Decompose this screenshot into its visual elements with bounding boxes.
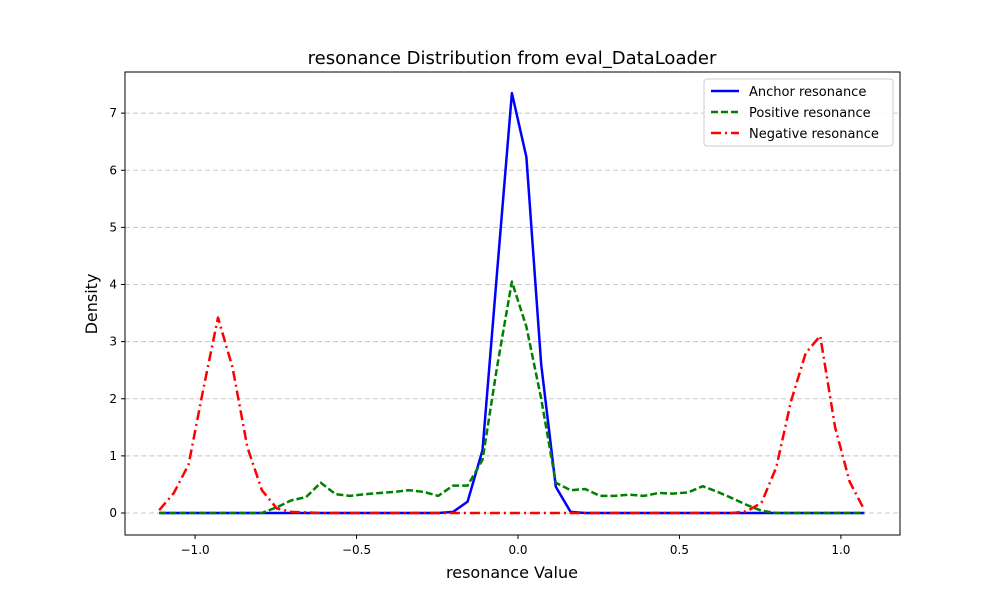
legend-box: [703, 78, 894, 147]
x-tick-label: 0.0: [508, 543, 527, 557]
x-tick-label: 1.0: [831, 543, 850, 557]
legend: Anchor resonance Positive resonance Negati…: [703, 78, 894, 147]
y-tick-label: 5: [109, 220, 117, 234]
x-axis: −1.0 −0.5 0.0 0.5 1.0: [181, 535, 850, 557]
chart-title: resonance Distribution from eval_DataLoa…: [308, 48, 717, 69]
x-tick-label: −0.5: [342, 543, 371, 557]
y-tick-label: 2: [109, 392, 117, 406]
plot-frame: [124, 71, 901, 536]
y-tick-label: 6: [109, 163, 117, 177]
legend-label: Anchor resonance: [749, 85, 866, 100]
grid: [125, 112, 900, 514]
y-tick-label: 7: [109, 106, 117, 120]
series-line-positive: [159, 280, 865, 515]
y-tick-label: 4: [109, 278, 117, 292]
y-axis-label: Density: [82, 274, 101, 335]
y-axis: 0 1 2 3 4 5 6 7: [109, 106, 125, 520]
series-line-negative: [158, 316, 866, 515]
y-tick-label: 3: [109, 335, 117, 349]
series-line-anchor: [159, 91, 865, 515]
x-tick-label: 0.5: [670, 543, 689, 557]
y-tick-label: 1: [109, 449, 117, 463]
series-lines: [158, 91, 866, 515]
y-tick-label: 0: [109, 506, 117, 520]
x-tick-label: −1.0: [181, 543, 210, 557]
legend-label: Negative resonance: [749, 127, 879, 142]
legend-label: Positive resonance: [749, 106, 871, 121]
x-axis-label: resonance Value: [446, 563, 578, 582]
